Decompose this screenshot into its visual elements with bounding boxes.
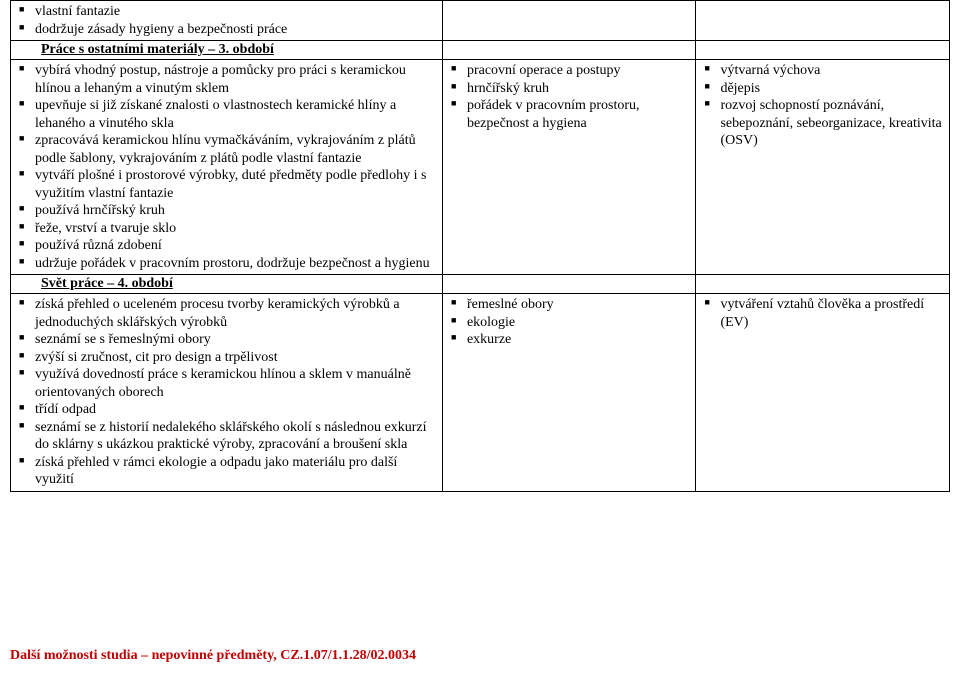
list-item: zvýší si zručnost, cit pro design a trpě…: [17, 349, 436, 367]
list-item: exkurze: [449, 331, 690, 349]
table-row: vlastní fantazie dodržuje zásady hygieny…: [11, 1, 950, 41]
table-row: vybírá vhodný postup, nástroje a pomůcky…: [11, 60, 950, 275]
list-item: seznámí se s řemeslnými obory: [17, 331, 436, 349]
list-item: seznámí se z historií nedalekého sklářsk…: [17, 419, 436, 454]
list-item: pořádek v pracovním prostoru, bezpečnost…: [449, 97, 690, 132]
list-item: pracovní operace a postupy: [449, 62, 690, 80]
cell-list: vytváření vztahů člověka a prostředí (EV…: [696, 294, 949, 333]
table-row: získá přehled o uceleném procesu tvorby …: [11, 294, 950, 492]
list-item: řemeslné obory: [449, 296, 690, 314]
list-item: využívá dovedností práce s keramickou hl…: [17, 366, 436, 401]
list-item: používá hrnčířský kruh: [17, 202, 436, 220]
curriculum-table: vlastní fantazie dodržuje zásady hygieny…: [10, 0, 950, 492]
section-heading-row: Svět práce – 4. období: [11, 275, 950, 294]
list-item: používá různá zdobení: [17, 237, 436, 255]
list-item: výtvarná výchova: [702, 62, 943, 80]
list-item: vlastní fantazie: [17, 3, 436, 21]
cell-list: vybírá vhodný postup, nástroje a pomůcky…: [11, 60, 442, 274]
cell-list: výtvarná výchova dějepis rozvoj schopnos…: [696, 60, 949, 152]
list-item: řeže, vrství a tvaruje sklo: [17, 220, 436, 238]
list-item: rozvoj schopností poznávání, sebepoznání…: [702, 97, 943, 150]
list-item: ekologie: [449, 314, 690, 332]
list-item: zpracovává keramickou hlínu vymačkáváním…: [17, 132, 436, 167]
list-item: dodržuje zásady hygieny a bezpečnosti pr…: [17, 21, 436, 39]
list-item: vybírá vhodný postup, nástroje a pomůcky…: [17, 62, 436, 97]
section-heading-row: Práce s ostatními materiály – 3. období: [11, 41, 950, 60]
section-heading: Práce s ostatními materiály – 3. období: [11, 41, 442, 59]
list-item: udržuje pořádek v pracovním prostoru, do…: [17, 255, 436, 273]
cell-list: vlastní fantazie dodržuje zásady hygieny…: [11, 1, 442, 40]
list-item: získá přehled v rámci ekologie a odpadu …: [17, 454, 436, 489]
list-item: vytváří plošné i prostorové výrobky, dut…: [17, 167, 436, 202]
cell-list: řemeslné obory ekologie exkurze: [443, 294, 696, 351]
list-item: vytváření vztahů člověka a prostředí (EV…: [702, 296, 943, 331]
section-heading: Svět práce – 4. období: [11, 275, 442, 293]
list-item: upevňuje si již získané znalosti o vlast…: [17, 97, 436, 132]
list-item: dějepis: [702, 80, 943, 98]
cell-list: získá přehled o uceleném procesu tvorby …: [11, 294, 442, 491]
cell-list: pracovní operace a postupy hrnčířský kru…: [443, 60, 696, 134]
list-item: hrnčířský kruh: [449, 80, 690, 98]
list-item: získá přehled o uceleném procesu tvorby …: [17, 296, 436, 331]
list-item: třídí odpad: [17, 401, 436, 419]
page-footer: Další možnosti studia – nepovinné předmě…: [10, 648, 416, 664]
